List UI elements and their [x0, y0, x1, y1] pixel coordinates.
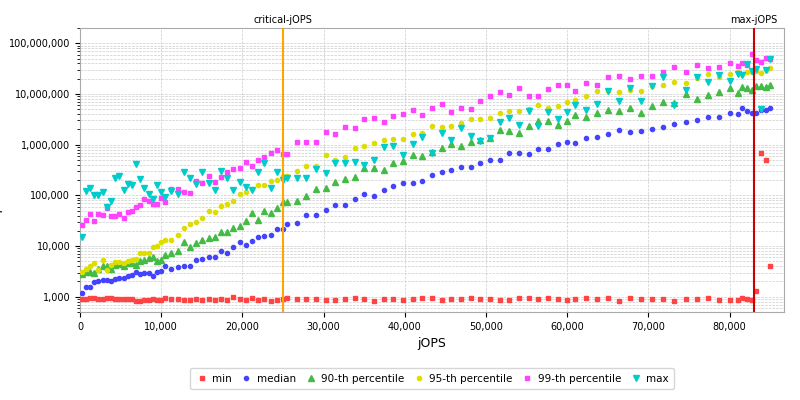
99-th percentile	[140, 196, 150, 201]
median	[514, 151, 524, 156]
X-axis label: jOPS: jOPS	[418, 337, 446, 350]
Legend: min, median, 90-th percentile, 95-th percentile, 99-th percentile, max: min, median, 90-th percentile, 95-th per…	[190, 368, 674, 389]
95-th percentile	[340, 155, 350, 160]
median	[140, 271, 150, 276]
90-th percentile	[340, 177, 350, 182]
99-th percentile	[156, 196, 166, 200]
median	[156, 269, 166, 274]
95-th percentile	[77, 269, 86, 274]
Y-axis label: Response time, usec: Response time, usec	[0, 105, 3, 235]
Text: critical-jOPS: critical-jOPS	[254, 15, 313, 25]
median	[603, 132, 613, 136]
99-th percentile	[514, 86, 524, 90]
min	[614, 299, 624, 304]
95-th percentile	[156, 240, 166, 244]
max	[156, 190, 166, 194]
min	[514, 296, 524, 301]
90-th percentile	[766, 82, 775, 87]
min	[340, 297, 350, 302]
Text: max-jOPS: max-jOPS	[730, 15, 778, 25]
max	[340, 160, 350, 165]
95-th percentile	[514, 108, 524, 113]
99-th percentile	[747, 52, 757, 56]
median	[340, 202, 350, 207]
median	[127, 272, 137, 277]
min	[156, 298, 166, 303]
median	[766, 106, 775, 110]
90-th percentile	[127, 260, 137, 265]
95-th percentile	[127, 258, 137, 262]
99-th percentile	[340, 125, 350, 130]
max	[766, 56, 775, 61]
Line: min: min	[79, 150, 772, 304]
min	[603, 295, 613, 300]
Line: 99-th percentile: 99-th percentile	[79, 52, 772, 228]
90-th percentile	[514, 130, 524, 135]
95-th percentile	[140, 250, 150, 255]
Line: max: max	[78, 55, 774, 240]
max	[127, 183, 137, 188]
min	[140, 297, 150, 302]
99-th percentile	[77, 223, 86, 228]
95-th percentile	[766, 66, 775, 71]
90-th percentile	[156, 257, 166, 262]
max	[514, 123, 524, 128]
99-th percentile	[766, 56, 775, 61]
90-th percentile	[77, 272, 86, 277]
90-th percentile	[140, 258, 150, 262]
Line: 90-th percentile: 90-th percentile	[79, 82, 773, 277]
99-th percentile	[127, 209, 137, 214]
min	[766, 264, 775, 269]
min	[127, 296, 137, 301]
90-th percentile	[603, 107, 613, 112]
Line: 95-th percentile: 95-th percentile	[79, 66, 772, 274]
max	[603, 88, 613, 93]
max	[140, 186, 150, 190]
Line: median: median	[79, 106, 772, 295]
median	[77, 290, 86, 295]
max	[77, 235, 86, 240]
min	[77, 296, 86, 301]
min	[756, 150, 766, 155]
99-th percentile	[603, 74, 613, 79]
95-th percentile	[603, 89, 613, 94]
